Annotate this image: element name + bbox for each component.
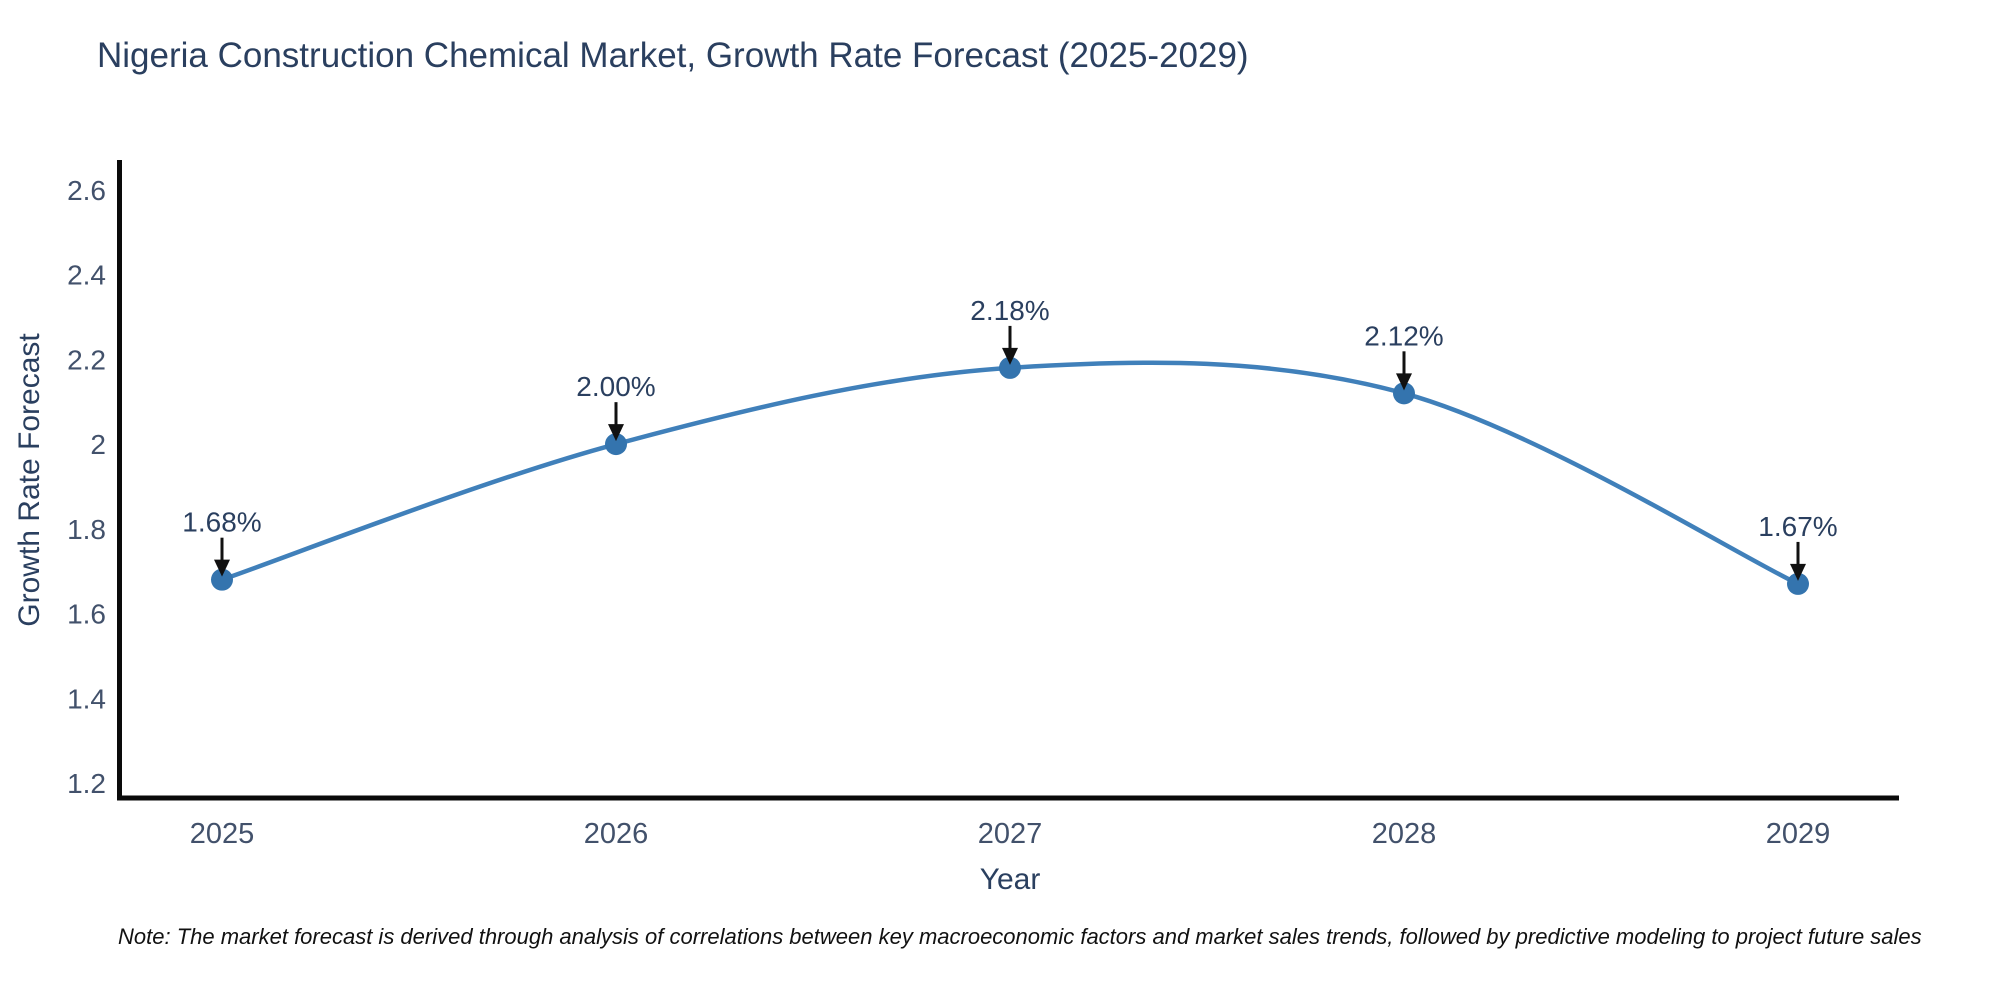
annotation-label: 2.00% — [576, 371, 655, 402]
annotation-arrowhead-icon — [608, 424, 624, 442]
x-tick-label: 2028 — [1372, 818, 1437, 850]
annotation-arrowhead-icon — [1396, 373, 1412, 391]
tick-labels: 2.6 2.4 2.2 2 1.8 1.6 1.4 1.2 2025 2026 2027 2028 20… — [67, 175, 1830, 850]
series-line — [219, 360, 1801, 587]
point-annotations: 1.68% 2.00% 2.18% 2.12% 1.67% — [182, 295, 1838, 581]
x-axis-title: Year — [979, 863, 1041, 896]
annotation-arrowhead-icon — [1790, 563, 1806, 581]
x-tick-label: 2026 — [584, 818, 649, 850]
data-point-marker — [211, 568, 233, 591]
chart-title: Nigeria Construction Chemical Market, Gr… — [97, 36, 1249, 75]
y-tick-label: 1.4 — [67, 683, 106, 714]
annotation-label: 1.68% — [182, 507, 261, 538]
x-tick-label: 2029 — [1766, 818, 1831, 850]
x-tick-label: 2027 — [978, 818, 1043, 850]
annotation-label: 1.67% — [1758, 511, 1837, 542]
data-point-marker — [999, 356, 1021, 379]
y-tick-label: 2.6 — [67, 175, 106, 206]
y-tick-label: 1.2 — [67, 768, 106, 799]
y-tick-label: 2.4 — [67, 260, 106, 291]
data-point-marker — [1787, 572, 1809, 595]
annotation-arrowhead-icon — [214, 559, 230, 577]
axes — [117, 160, 1899, 801]
annotation-label: 2.18% — [970, 295, 1049, 326]
y-tick-label: 1.8 — [67, 514, 106, 545]
data-point-marker — [1393, 382, 1415, 405]
y-tick-label: 1.6 — [67, 599, 106, 630]
x-tick-label: 2025 — [190, 818, 255, 850]
y-tick-label: 2.2 — [67, 344, 106, 375]
annotation-arrowhead-icon — [1002, 347, 1018, 365]
annotation-label: 2.12% — [1364, 320, 1443, 351]
series-growth-rate — [211, 356, 1809, 595]
y-tick-label: 2 — [90, 429, 106, 460]
footnote-text: Note: The market forecast is derived thr… — [118, 924, 1922, 949]
data-point-marker — [605, 433, 627, 456]
